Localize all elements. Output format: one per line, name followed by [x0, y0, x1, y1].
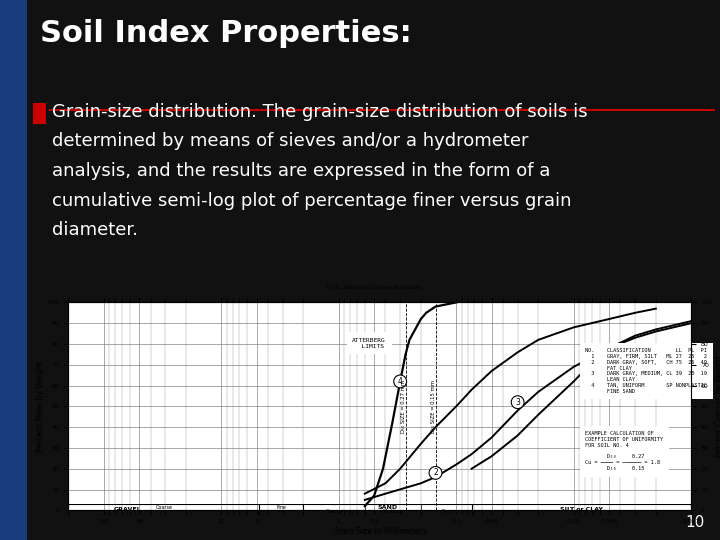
Text: Fine: Fine	[441, 509, 451, 514]
Text: ATTERBERG
  LIMITS: ATTERBERG LIMITS	[352, 338, 386, 348]
Text: Coarse: Coarse	[325, 509, 343, 514]
Text: GRAVEL: GRAVEL	[113, 507, 141, 512]
Bar	[33, 103, 46, 124]
Text: cumulative semi-log plot of percentage finer versus grain: cumulative semi-log plot of percentage f…	[52, 192, 572, 210]
Text: Medium: Medium	[383, 509, 402, 514]
Text: 4: 4	[397, 377, 402, 386]
Text: determined by means of sieves and/or a hydrometer: determined by means of sieves and/or a h…	[52, 132, 528, 150]
Text: D₅₀ SIZE = 0.27 mm: D₅₀ SIZE = 0.27 mm	[400, 380, 405, 433]
Text: analysis, and the results are expressed in the form of a: analysis, and the results are expressed …	[52, 162, 550, 180]
Text: D₁₀ SIZE = 0.15 mm: D₁₀ SIZE = 0.15 mm	[431, 380, 436, 433]
Text: 3: 3	[516, 397, 520, 407]
Text: EXAMPLE CALCULATION OF
COEFFICIENT OF UNIFORMITY
FOR SOIL NO. 4

       D₅₀     : EXAMPLE CALCULATION OF COEFFICIENT OF UN…	[585, 431, 663, 471]
Text: diameter.: diameter.	[52, 221, 138, 239]
Text: Coarse: Coarse	[156, 505, 172, 510]
X-axis label: Grain Size in Millimeters: Grain Size in Millimeters	[333, 527, 427, 536]
Text: Grain-size distribution. The grain-size distribution of soils is: Grain-size distribution. The grain-size …	[52, 103, 588, 120]
Text: 1: 1	[590, 377, 594, 386]
Text: 2: 2	[433, 468, 438, 477]
Bar	[0, 0, 27, 540]
Text: Soil Index Properties:: Soil Index Properties:	[40, 19, 411, 48]
Bar	[49, 109, 715, 111]
Text: SILT or CLAY: SILT or CLAY	[560, 507, 603, 512]
Text: 10: 10	[685, 515, 704, 530]
Text: NO.    CLASSIFICATION        LL  PL  PI
  1    GRAY, FIRM, SILT   ML 27  25   2
: NO. CLASSIFICATION LL PL PI 1 GRAY, FIRM…	[585, 348, 707, 394]
Text: Fine: Fine	[276, 505, 287, 510]
Y-axis label: Percent Coarser by Weight: Percent Coarser by Weight	[716, 355, 720, 457]
Y-axis label: Percent Finer by Weight: Percent Finer by Weight	[36, 361, 45, 452]
Text: U. S. Standard Sieve Numbers: U. S. Standard Sieve Numbers	[327, 285, 421, 290]
Text: SAND: SAND	[377, 505, 397, 510]
